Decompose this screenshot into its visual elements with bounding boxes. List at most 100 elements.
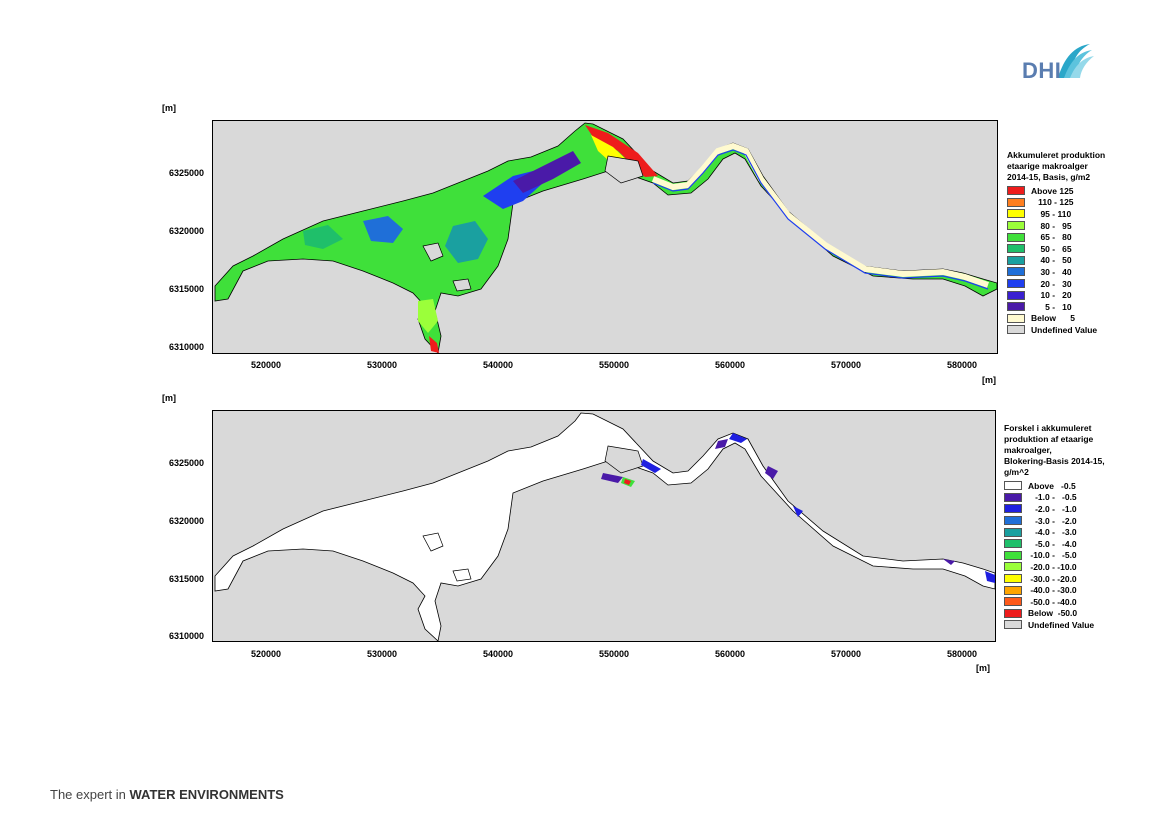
legend-swatch [1004,574,1022,584]
map2-x-tick: 530000 [366,649,398,659]
legend-item: 10 - 20 [1007,289,1137,301]
map2-y-tick: 6320000 [168,516,204,526]
legend-label: -20.0 - -10.0 [1028,561,1077,572]
legend-item: 50 - 65 [1007,243,1137,255]
legend-label: -30.0 - -20.0 [1028,573,1077,584]
legend-swatch [1007,302,1025,312]
legend-title-line: makroalger, [1004,445,1052,455]
legend-item: Below -50.0 [1004,608,1134,620]
legend-swatch [1004,527,1022,537]
legend-label: -40.0 - -30.0 [1028,585,1077,596]
tagline-bold: WATER ENVIRONMENTS [129,787,284,802]
legend-label: 95 - 110 [1031,208,1072,219]
legend-item: 40 - 50 [1007,255,1137,267]
legend-item: -50.0 - -40.0 [1004,596,1134,608]
map1-plot [212,120,998,354]
legend-item: 65 - 80 [1007,231,1137,243]
legend-swatch [1007,267,1025,277]
legend-item: 80 - 95 [1007,220,1137,232]
map1-y-tick: 6320000 [168,226,204,236]
dhi-logo: DHI [1012,38,1094,83]
legend-label: 40 - 50 [1031,255,1072,266]
legend-item: -10.0 - -5.0 [1004,550,1134,562]
legend-swatch [1004,608,1022,618]
map2-y-tick: 6315000 [168,574,204,584]
legend-swatch [1007,279,1025,289]
legend-label: 80 - 95 [1031,220,1072,231]
legend-item: Undefined Value [1007,324,1137,336]
legend-label: Below -50.0 [1028,608,1078,619]
legend-swatch [1004,550,1022,560]
legend-swatch [1004,481,1022,491]
map1-water-area [214,122,997,353]
legend-item: Below 5 [1007,313,1137,325]
legend-label: -5.0 - -4.0 [1028,538,1077,549]
legend-item: 110 - 125 [1007,197,1137,209]
legend-label: Undefined Value [1031,324,1098,335]
map2-y-tick: 6325000 [168,458,204,468]
map2-y-unit: [m] [162,393,176,403]
legend-swatch [1004,562,1022,572]
legend-swatch [1007,325,1025,335]
legend-swatch [1007,313,1025,323]
legend-label: Above -0.5 [1028,480,1076,491]
legend-label: Below 5 [1031,313,1075,324]
map1-x-unit: [m] [982,375,996,385]
map1-y-tick: 6315000 [168,284,204,294]
legend-label: Above 125 [1031,185,1074,196]
legend-title-line: g/m^2 [1004,467,1029,477]
legend-swatch [1004,620,1022,630]
legend-title-line: Forskel i akkumuleret [1004,423,1092,433]
map1-x-tick: 570000 [830,360,862,370]
legend-title-line: produktion af etaarige [1004,434,1094,444]
legend-label: 5 - 10 [1031,301,1072,312]
legend-swatch [1007,255,1025,265]
legend-title: Forskel i akkumuleret produktion af etaa… [1004,423,1134,478]
legend-item: -5.0 - -4.0 [1004,538,1134,550]
legend-swatch [1007,232,1025,242]
tagline: The expert in WATER ENVIRONMENTS [50,787,284,802]
legend-item: Undefined Value [1004,619,1134,631]
legend-swatch [1007,221,1025,231]
map2-x-unit: [m] [976,663,990,673]
legend-swatch [1007,209,1025,219]
legend-swatch [1007,186,1025,196]
logo-text: DHI [1022,58,1062,83]
tagline-prefix: The expert in [50,787,130,802]
map2-x-tick: 580000 [946,649,978,659]
map2-water-area [214,412,995,641]
legend-item: -20.0 - -10.0 [1004,561,1134,573]
map2-legend: Forskel i akkumuleret produktion af etaa… [1004,423,1134,631]
legend-swatch [1007,244,1025,254]
map1-x-tick: 540000 [482,360,514,370]
legend-swatch [1007,290,1025,300]
legend-item: 20 - 30 [1007,278,1137,290]
legend-label: 30 - 40 [1031,266,1072,277]
legend-item: Above 125 [1007,185,1137,197]
legend-item: -30.0 - -20.0 [1004,573,1134,585]
legend-swatch [1004,539,1022,549]
map2-x-tick: 550000 [598,649,630,659]
map1-x-tick: 580000 [946,360,978,370]
legend-title-line: 2014-15, Basis, g/m2 [1007,172,1091,182]
map2-y-tick: 6310000 [168,631,204,641]
legend-list: Above -0.5 -1.0 - -0.5 -2.0 - -1.0 -3.0 … [1004,480,1134,631]
legend-item: -4.0 - -3.0 [1004,526,1134,538]
map1-x-tick: 520000 [250,360,282,370]
map2-x-tick: 540000 [482,649,514,659]
legend-label: -1.0 - -0.5 [1028,492,1077,503]
legend-swatch [1004,504,1022,514]
map2-x-tick: 520000 [250,649,282,659]
legend-label: -10.0 - -5.0 [1028,550,1077,561]
legend-item: 95 - 110 [1007,208,1137,220]
legend-label: 50 - 65 [1031,243,1072,254]
legend-title: Akkumuleret produktion etaarige makroalg… [1007,150,1137,183]
map2-plot [212,410,996,642]
legend-swatch [1004,597,1022,607]
legend-item: -40.0 - -30.0 [1004,584,1134,596]
map1-y-unit: [m] [162,103,176,113]
legend-list: Above 125 110 - 125 95 - 110 80 - 95 65 … [1007,185,1137,336]
map2-x-tick: 570000 [830,649,862,659]
legend-item: -2.0 - -1.0 [1004,503,1134,515]
map2-x-tick: 560000 [714,649,746,659]
